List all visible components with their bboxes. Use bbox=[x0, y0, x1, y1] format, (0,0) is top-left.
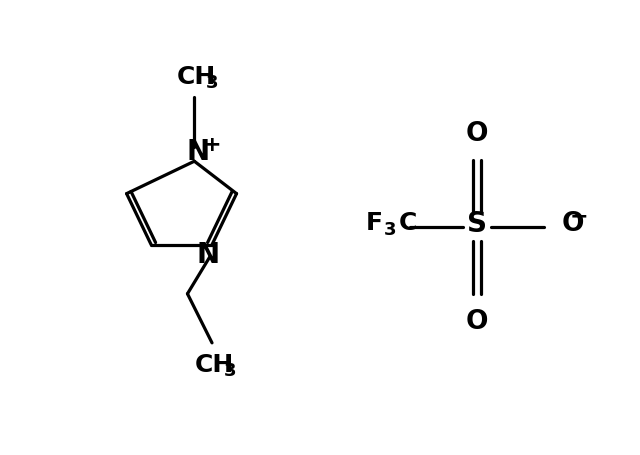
Text: F: F bbox=[366, 211, 383, 235]
Text: C: C bbox=[399, 211, 417, 235]
Text: N: N bbox=[196, 241, 220, 269]
Text: CH: CH bbox=[177, 65, 216, 89]
Text: −: − bbox=[570, 206, 589, 226]
Text: 3: 3 bbox=[384, 221, 396, 238]
Text: O: O bbox=[466, 121, 488, 147]
Text: +: + bbox=[203, 134, 221, 154]
Text: O: O bbox=[466, 308, 488, 334]
Text: N: N bbox=[187, 138, 210, 166]
Text: CH: CH bbox=[195, 353, 234, 377]
Text: 3: 3 bbox=[223, 362, 236, 379]
Text: 3: 3 bbox=[206, 74, 218, 91]
Text: S: S bbox=[467, 210, 487, 238]
Text: O: O bbox=[561, 211, 584, 237]
